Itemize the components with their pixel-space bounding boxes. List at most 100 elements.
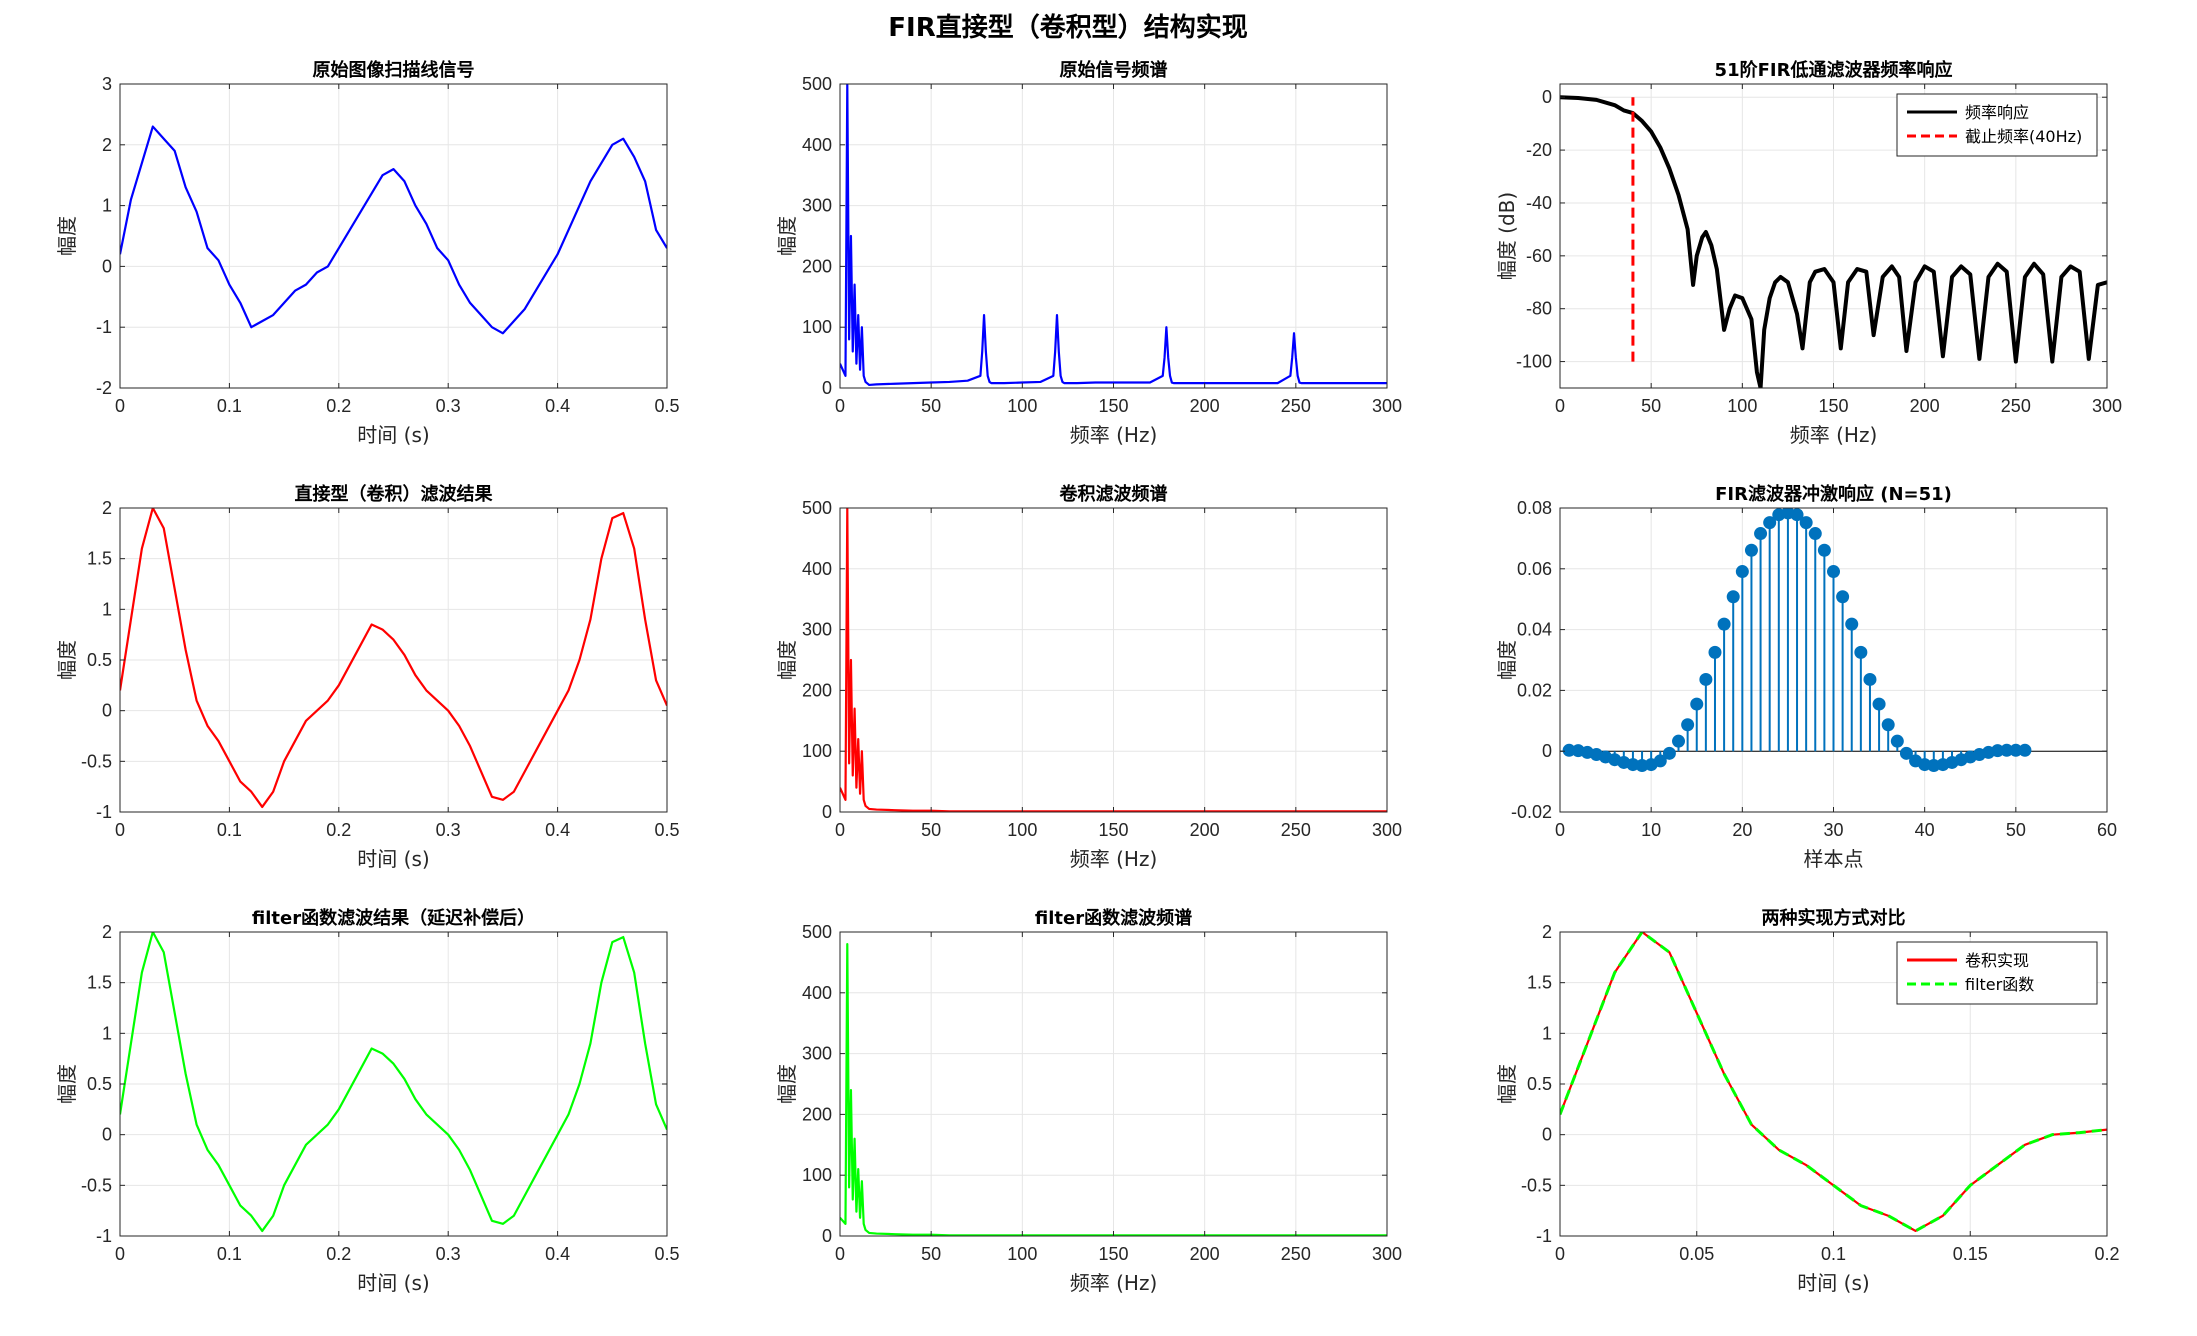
x-tick-label: 0 [1555,396,1565,416]
x-axis-label: 频率 (Hz) [1070,423,1158,447]
y-tick-label: -0.5 [81,1175,112,1195]
x-tick-label: 50 [921,396,941,416]
series-group [120,932,667,1233]
stem-marker [1562,743,1576,757]
stem-marker [1708,645,1722,659]
subplot-2: 0 50 100 150 200 250 300 0 100 200 300 400 500 原始信号频谱… [775,59,1402,447]
stem-marker [1717,617,1731,631]
y-tick-label: 300 [802,196,832,216]
y-tick-label: 300 [802,620,832,640]
x-tick-label: 0 [1555,820,1565,840]
x-tick-label: 0.1 [217,396,242,416]
plot-title: 两种实现方式对比 [1762,907,1906,929]
series-group [120,125,667,335]
stem-marker [1681,718,1695,732]
x-tick-label: 100 [1727,396,1757,416]
stem-marker [1744,543,1758,557]
series-line-1 [840,508,1387,812]
plot-title: filter函数滤波结果（延迟补偿后） [252,907,535,929]
y-tick-label: 100 [802,741,832,761]
y-tick-label: 0.5 [87,650,112,670]
plot-title: 原始信号频谱 [1060,59,1168,81]
y-tick-label: 500 [802,74,832,94]
y-tick-label: -2 [96,378,112,398]
y-tick-label: 100 [802,317,832,337]
subplot-7: 0 0.1 0.2 0.3 0.4 0.5 -1 -0.5 0 0.5 1 1.5 2 filter函数滤… [55,907,680,1295]
x-axis-label: 时间 (s) [1797,1271,1869,1295]
subplot-3: 0 50 100 150 200 250 300 -100 -80 -60 -40 -20 0 51阶FI… [1495,59,2122,447]
y-tick-label: -1 [1536,1226,1552,1246]
y-tick-label: -60 [1526,246,1552,266]
x-tick-label: 0.3 [436,820,461,840]
y-tick-label: 0 [1542,1125,1552,1145]
x-tick-label: 100 [1007,1244,1037,1264]
x-tick-label: 60 [2097,820,2117,840]
stem-marker [1845,617,1859,631]
y-tick-label: 1.5 [87,973,112,993]
x-tick-label: 150 [1098,820,1128,840]
stem-marker [1817,543,1831,557]
plot-area [120,84,667,388]
series-group [120,508,667,809]
y-tick-label: 200 [802,680,832,700]
y-tick-label: 300 [802,1044,832,1064]
legend-label: 卷积实现 [1965,951,2029,970]
plot-title: 原始图像扫描线信号 [313,59,475,81]
y-axis-label: 幅度 [775,216,799,256]
y-tick-label: -1 [96,802,112,822]
stem-marker [1799,516,1813,530]
x-tick-label: 50 [921,1244,941,1264]
x-tick-label: 300 [1372,820,1402,840]
subplot-9: 0 0.05 0.1 0.15 0.2 -1 -0.5 0 0.5 1 1.5 2 两种实现方式对比时间… [1495,907,2120,1295]
series-group [840,84,1387,387]
y-tick-label: -80 [1526,299,1552,319]
x-tick-label: 0.1 [217,820,242,840]
y-tick-label: -20 [1526,140,1552,160]
plot-title: 直接型（卷积）滤波结果 [295,483,494,505]
y-axis-label: 幅度 [775,640,799,680]
x-tick-label: 0.4 [545,820,570,840]
series-group [840,508,1387,812]
y-tick-label: 1 [102,599,112,619]
y-tick-label: 400 [802,135,832,155]
y-tick-label: 0.5 [1527,1074,1552,1094]
stem-marker [1763,516,1777,530]
x-tick-label: 0.2 [326,1244,351,1264]
stem-marker [1836,590,1850,604]
y-tick-label: -0.02 [1511,802,1552,822]
stem-marker [1699,672,1713,686]
stem-marker [1726,590,1740,604]
y-tick-label: 1 [102,1023,112,1043]
x-tick-label: 300 [1372,1244,1402,1264]
stem-marker [2000,743,2014,757]
x-tick-label: 20 [1732,820,1752,840]
y-axis-label: 幅度 [775,1064,799,1104]
x-tick-label: 50 [1641,396,1661,416]
series-line-2 [1560,932,2107,1233]
x-tick-label: 300 [1372,396,1402,416]
y-tick-label: -0.5 [1521,1175,1552,1195]
x-tick-label: 100 [1007,820,1037,840]
stem-marker [1827,565,1840,579]
series-group [1560,95,2107,388]
x-tick-label: 30 [1823,820,1843,840]
stem-marker [1899,746,1913,760]
x-tick-label: 50 [2006,820,2026,840]
stem-marker [1872,697,1886,711]
y-tick-label: 1 [102,196,112,216]
y-tick-label: 500 [802,922,832,942]
plot-title: 51阶FIR低通滤波器频率响应 [1715,59,1953,81]
x-tick-label: 150 [1818,396,1848,416]
axes-box [119,83,668,389]
y-tick-label: 0 [822,378,832,398]
x-tick-label: 0.5 [654,396,679,416]
series-line-1 [120,125,667,335]
x-tick-label: 0.3 [436,396,461,416]
x-axis-label: 频率 (Hz) [1070,847,1158,871]
x-tick-label: 150 [1098,1244,1128,1264]
y-axis-label: 幅度 [55,216,79,256]
y-tick-label: 0.06 [1517,559,1552,579]
x-tick-label: 0.2 [326,396,351,416]
